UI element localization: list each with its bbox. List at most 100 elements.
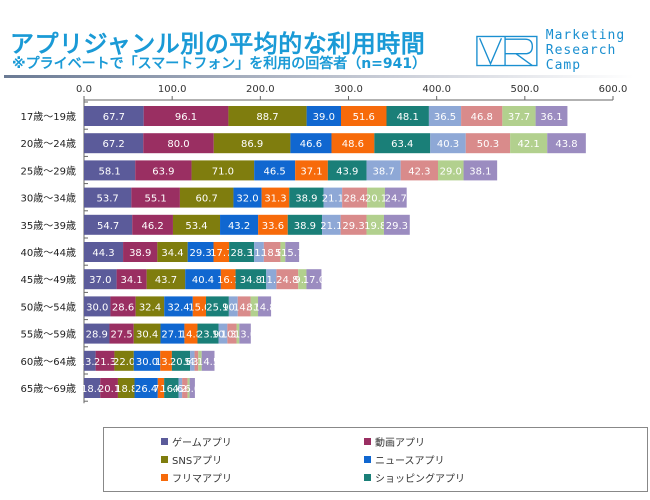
bar-value-label: 46.5 <box>264 166 286 177</box>
bar-value-label: 23.9 <box>197 330 219 341</box>
bar-segment <box>280 242 286 262</box>
legend-item: フリマアプリ <box>161 470 232 485</box>
bar-value-label: 13.0 <box>234 330 256 341</box>
bar-value-label: 16.7 <box>217 275 239 286</box>
bar-value-label: 60.7 <box>196 194 218 205</box>
bar-value-label: 24.7 <box>385 194 407 205</box>
bar-segment <box>133 350 161 371</box>
bar-value-label: 10.1 <box>222 302 244 313</box>
bar-segment <box>190 350 195 371</box>
bar-value-label: 4.0 <box>172 384 188 395</box>
bar-segment <box>258 296 272 317</box>
bar-value-label: 48.6 <box>342 139 364 150</box>
bar-value-label: 18.4 <box>81 384 103 395</box>
bar-value-label: 2.3 <box>181 384 197 395</box>
bar-value-label: 15.0 <box>188 302 210 313</box>
bar-segment <box>430 133 466 154</box>
legend-swatch <box>364 438 371 445</box>
bar-value-label: 28.3 <box>230 248 252 259</box>
bar-segment <box>131 187 180 208</box>
x-tick-label: 100.0 <box>158 84 187 95</box>
bar-value-label: 20.6 <box>170 357 192 368</box>
bar-value-label: 39.0 <box>313 112 335 123</box>
bar-value-label: 58.1 <box>98 166 120 177</box>
legend-label: 動画アプリ <box>375 438 425 449</box>
bar-value-label: 10.0 <box>212 330 234 341</box>
bar-value-label: 43.9 <box>336 166 358 177</box>
bar-segment <box>340 214 367 235</box>
legend-label: ショッピングアプリ <box>375 474 465 485</box>
bar-segment <box>261 187 290 208</box>
bar-value-label: 29.3 <box>189 248 211 259</box>
legend-item: ゲームアプリ <box>161 434 232 449</box>
bar-value-label: 9.3 <box>294 275 310 286</box>
bar-segment <box>331 133 375 154</box>
bar-value-label: 37.0 <box>89 275 111 286</box>
bar-value-label: 27.1 <box>161 330 183 341</box>
bar-segment <box>172 214 221 235</box>
bar-value-label: 3.9 <box>192 357 208 368</box>
bar-segment <box>84 214 133 235</box>
bar-value-label: 21.1 <box>322 194 344 205</box>
bar-segment <box>157 378 165 398</box>
bar-value-label: 17.0 <box>303 275 325 286</box>
bar-segment <box>220 269 236 290</box>
bar-segment <box>84 350 96 371</box>
bar-value-label: 16.4 <box>160 384 182 395</box>
bar-segment <box>164 378 179 398</box>
bar-segment <box>285 242 300 262</box>
bar-value-label: 18.8 <box>115 384 137 395</box>
bar-segment <box>132 214 173 235</box>
brand-logo: Marketing Research Camp <box>476 28 650 73</box>
bar-segment <box>239 323 251 344</box>
x-tick-label: 300.0 <box>334 84 363 95</box>
bar-segment <box>367 187 385 208</box>
bar-value-label: 51.6 <box>353 112 375 123</box>
bar-value-label: 29.3 <box>342 221 364 232</box>
bar-value-label: 50.3 <box>477 139 499 150</box>
bar-segment <box>463 160 498 181</box>
bar-segment <box>220 214 259 235</box>
bar-segment <box>191 160 255 181</box>
bar-segment <box>342 187 368 208</box>
bar-segment <box>95 350 115 371</box>
category-label: 65歳〜69歳 <box>21 383 76 395</box>
bar-value-label: 14.8 <box>180 330 202 341</box>
bar-segment <box>213 242 230 262</box>
bar-segment <box>228 106 307 126</box>
bar-value-label: 32.4 <box>167 302 189 313</box>
bar-value-label: 42.3 <box>408 166 430 177</box>
bar-segment <box>341 106 387 126</box>
bar-segment <box>189 378 195 398</box>
bar-segment <box>235 269 267 290</box>
bar-value-label: 13.2 <box>155 357 177 368</box>
bar-value-label: 28.4 <box>344 194 366 205</box>
bar-value-label: 46.8 <box>471 112 493 123</box>
bar-value-label: 46.2 <box>141 221 163 232</box>
bar-value-label: 29.0 <box>440 166 462 177</box>
bar-segment <box>428 106 462 126</box>
bar-segment <box>123 242 158 262</box>
bar-segment <box>114 350 134 371</box>
bar-segment <box>184 323 198 344</box>
x-tick-label: 600.0 <box>599 84 628 95</box>
bar-value-label: 86.9 <box>241 139 263 150</box>
bar-value-label: 40.3 <box>437 139 459 150</box>
bar-value-label: 21.3 <box>94 357 116 368</box>
bar-value-label: 55.1 <box>145 194 167 205</box>
bar-segment <box>84 323 110 344</box>
bar-segment <box>197 323 219 344</box>
bar-value-label: 38.7 <box>373 166 395 177</box>
bar-value-label: 34.1 <box>121 275 143 286</box>
category-label: 35歳〜39歳 <box>21 220 76 232</box>
bar-segment <box>400 160 438 181</box>
bar-value-label: 22.0 <box>113 357 135 368</box>
bar-segment <box>386 106 429 126</box>
bar-segment <box>117 378 135 398</box>
bar-value-label: 6.0 <box>184 384 200 395</box>
bar-value-label: 14.8 <box>253 302 275 313</box>
bar-value-label: 13.2 <box>79 357 101 368</box>
bar-value-label: 27.5 <box>110 330 132 341</box>
bar-segment <box>465 133 511 154</box>
bar-value-label: 32.4 <box>139 302 161 313</box>
